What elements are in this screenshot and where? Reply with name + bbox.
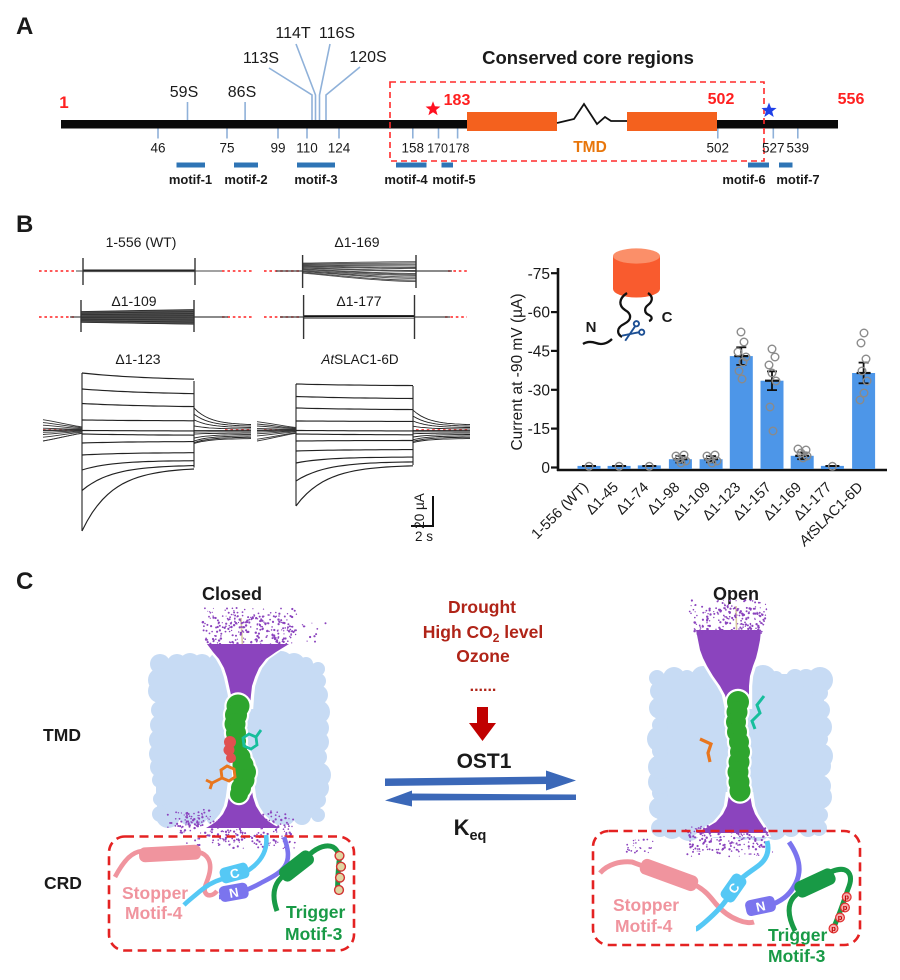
svg-text:-75: -75	[528, 266, 550, 283]
svg-text:1: 1	[59, 93, 68, 112]
svg-text:motif-2: motif-2	[224, 172, 267, 187]
svg-text:-60: -60	[528, 305, 551, 322]
svg-text:AtSLAC1-6D: AtSLAC1-6D	[320, 352, 399, 367]
svg-text:178: 178	[449, 142, 470, 156]
svg-text:Conserved core regions: Conserved core regions	[482, 47, 694, 68]
svg-text:75: 75	[219, 141, 234, 156]
svg-text:Current at -90 mV (µA): Current at -90 mV (µA)	[509, 293, 526, 450]
svg-text:motif-4: motif-4	[384, 172, 428, 187]
svg-text:High CO2 level: High CO2 level	[423, 622, 543, 645]
svg-text:N: N	[754, 898, 766, 915]
svg-text:B: B	[16, 211, 33, 238]
svg-text:556: 556	[838, 91, 865, 108]
svg-text:539: 539	[787, 141, 810, 156]
svg-text:Δ1-169: Δ1-169	[334, 234, 379, 250]
svg-text:-15: -15	[528, 421, 550, 438]
svg-text:527: 527	[762, 141, 785, 156]
svg-text:C: C	[228, 865, 242, 882]
svg-text:124: 124	[328, 141, 351, 156]
svg-text:2 s: 2 s	[415, 529, 433, 544]
svg-text:C: C	[662, 309, 673, 326]
svg-text:Stopper: Stopper	[122, 883, 188, 903]
svg-text:Trigger: Trigger	[286, 902, 346, 922]
svg-text:Closed: Closed	[202, 584, 262, 604]
svg-text:Motif-3: Motif-3	[768, 946, 826, 966]
svg-text:502: 502	[707, 141, 730, 156]
svg-text:-45: -45	[528, 343, 550, 360]
svg-text:Stopper: Stopper	[613, 895, 679, 915]
svg-text:N: N	[228, 885, 240, 901]
svg-text:46: 46	[150, 141, 165, 156]
svg-text:motif-5: motif-5	[432, 172, 475, 187]
svg-text:Open: Open	[713, 584, 759, 604]
svg-text:-30: -30	[528, 382, 551, 399]
svg-text:116S: 116S	[319, 25, 355, 42]
svg-text:170: 170	[427, 142, 448, 156]
svg-text:Motif-3: Motif-3	[285, 924, 343, 944]
svg-text:Motif-4: Motif-4	[615, 916, 673, 936]
svg-text:Δ1-123: Δ1-123	[115, 351, 160, 367]
svg-text:motif-6: motif-6	[722, 172, 765, 187]
svg-text:99: 99	[270, 141, 285, 156]
svg-text:Δ1-109: Δ1-109	[111, 293, 156, 309]
svg-text:motif-3: motif-3	[294, 172, 337, 187]
svg-text:1-556 (WT): 1-556 (WT)	[106, 234, 177, 250]
svg-text:183: 183	[444, 92, 471, 109]
svg-text:502: 502	[708, 91, 735, 108]
svg-text:Drought: Drought	[448, 597, 516, 617]
svg-text:TMD: TMD	[573, 139, 607, 156]
svg-text:OST1: OST1	[457, 750, 512, 773]
svg-text:......: ......	[470, 678, 497, 695]
svg-text:TMD: TMD	[43, 725, 81, 745]
svg-text:120S: 120S	[349, 49, 386, 66]
svg-text:Ozone: Ozone	[456, 646, 510, 666]
svg-text:N: N	[586, 319, 597, 336]
svg-text:Trigger: Trigger	[768, 925, 828, 945]
svg-text:p: p	[838, 913, 843, 922]
svg-text:86S: 86S	[228, 84, 256, 101]
svg-text:p: p	[831, 924, 836, 933]
svg-text:CRD: CRD	[44, 873, 82, 893]
svg-text:p: p	[844, 893, 849, 902]
svg-text:Δ1-177: Δ1-177	[336, 293, 381, 309]
svg-text:113S: 113S	[243, 50, 279, 67]
svg-text:A: A	[16, 13, 33, 40]
svg-text:158: 158	[402, 141, 425, 156]
svg-text:114T: 114T	[275, 25, 311, 42]
svg-text:C: C	[16, 568, 33, 595]
svg-text:Motif-4: Motif-4	[125, 903, 183, 923]
svg-text:motif-7: motif-7	[776, 172, 819, 187]
svg-text:59S: 59S	[170, 84, 198, 101]
svg-text:20 µA: 20 µA	[412, 493, 427, 529]
svg-text:motif-1: motif-1	[169, 172, 212, 187]
svg-text:110: 110	[296, 141, 318, 156]
svg-text:0: 0	[541, 460, 550, 477]
svg-text:p: p	[843, 903, 848, 912]
